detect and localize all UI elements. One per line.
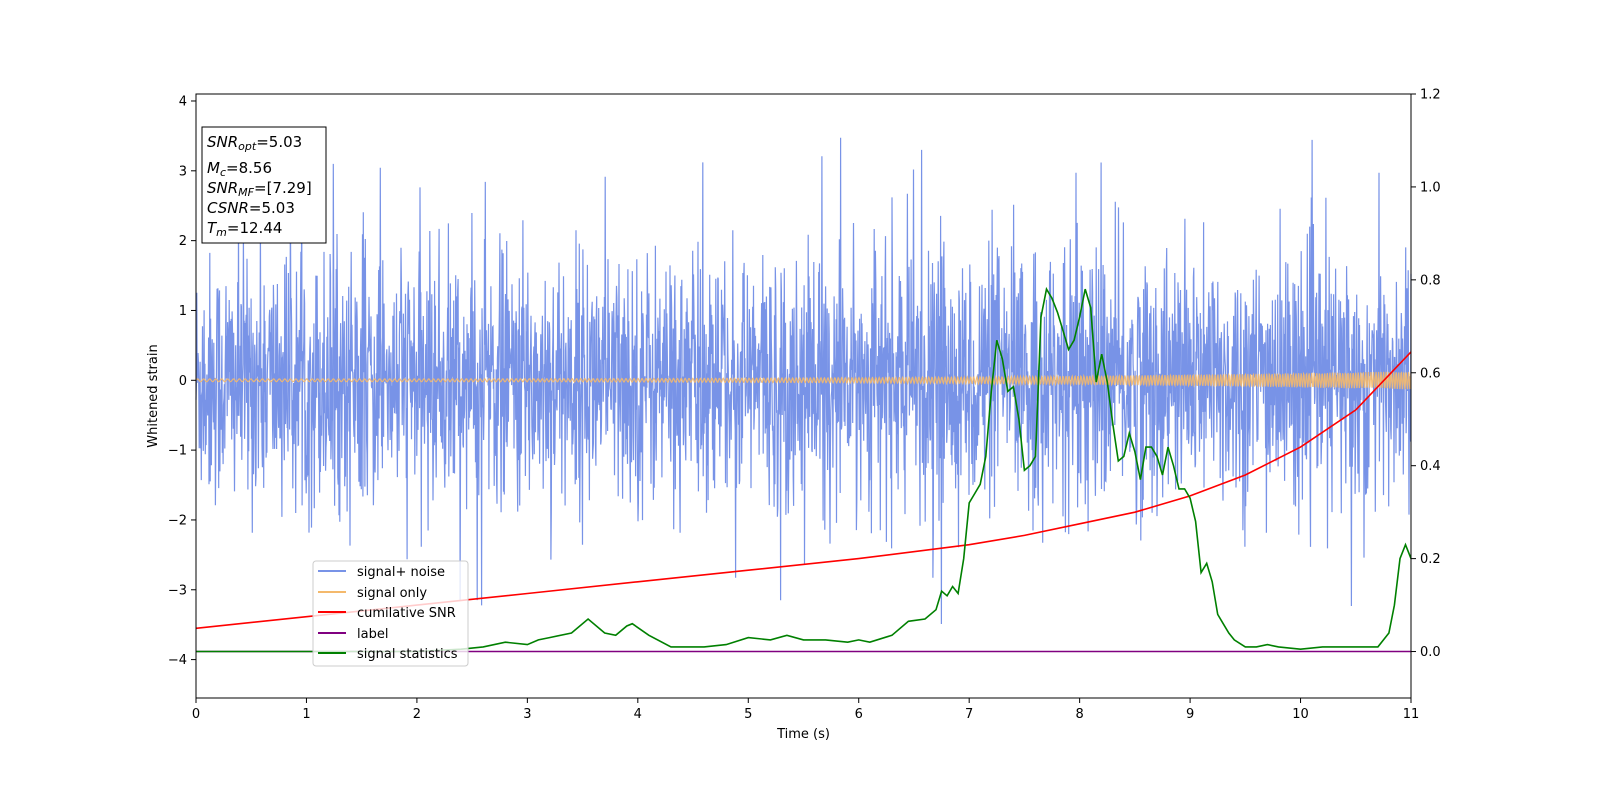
series-line-cumilative-snr [195,351,1412,630]
info-box-frame [201,126,327,244]
info-box: SNRopt=5.03 Mc=8.56 SNRMF=[7.29] CSNR=5.… [201,126,327,244]
x-tick-label: 8 [1075,707,1083,722]
info-snr-mf: SNRMF=[7.29] [207,179,312,199]
y-right-tick-label: 0.8 [1420,273,1441,288]
legend-frame [312,560,469,667]
legend-label-signal-statistics: signal statistics [357,647,458,662]
y-right-tick-label: 0.4 [1420,459,1441,474]
signal-noise-layer [195,137,1412,625]
y-axis-label: Whitened strain [146,344,161,447]
x-tick-label: 7 [965,707,973,722]
x-tick-label: 0 [192,707,200,722]
info-tm: Tm=12.44 [207,219,282,239]
info-snr-opt: SNRopt=5.03 [207,133,302,153]
y-left-tick-label: −2 [168,513,187,528]
legend-label-label: label [357,627,388,642]
series-line-signal-only [195,371,1412,390]
plot-frame [195,93,1412,699]
x-tick-label: 10 [1292,707,1309,722]
x-tick-label: 5 [744,707,752,722]
y-right-tick-label: 1.2 [1420,88,1441,103]
info-mc: Mc=8.56 [207,159,272,179]
signal-only-layer [195,371,1412,390]
legend-label-signal-only: signal only [357,586,427,601]
x-tick-label: 11 [1403,707,1420,722]
y-right-tick-label: 0.6 [1420,366,1441,381]
x-tick-label: 2 [413,707,421,722]
legend: signal+ noise signal only cumilative SNR… [312,560,469,667]
series-line-signal-statistics [196,286,1412,653]
y-left-tick-label: 1 [179,304,187,319]
x-axis-label: Time (s) [776,727,830,742]
y-left-tick-label: 3 [179,164,187,179]
x-tick-label: 4 [634,707,642,722]
y-right-tick-label: 0.0 [1420,645,1441,660]
legend-label-signal-noise: signal+ noise [357,565,445,580]
series-line-signal-noise [195,137,1412,625]
x-tick-label: 9 [1186,707,1194,722]
y-left-tick-label: 4 [179,94,187,109]
y-right-tick-label: 1.0 [1420,180,1441,195]
y-right-tick-label: 0.2 [1420,552,1441,567]
y-left-tick-label: −3 [168,583,187,598]
info-csnr: CSNR=5.03 [207,199,295,217]
y-left-tick-label: 0 [179,374,187,389]
y-left-tick-label: −4 [168,653,187,668]
x-tick-label: 1 [302,707,310,722]
legend-label-cumilative-snr: cumilative SNR [357,606,456,621]
ticks-layer: 0 1 2 3 4 5 6 7 8 9 10 11 −4 −3 −2 −1 0 1 2 3 4 0.0 0.2 0.4 0.6 0… [168,88,1441,723]
x-tick-label: 3 [523,707,531,722]
x-tick-label: 6 [855,707,863,722]
y-left-tick-label: −1 [168,444,187,459]
y-left-tick-label: 2 [179,234,187,249]
